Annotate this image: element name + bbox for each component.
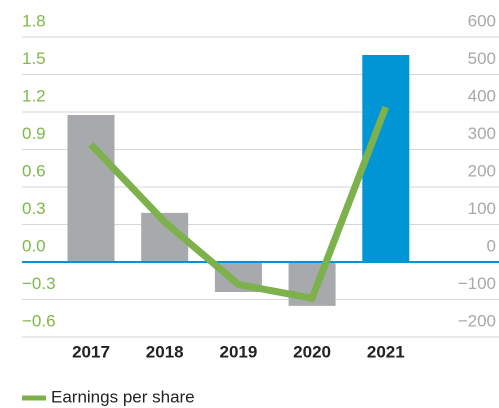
y2-tick-label: 500 [468,49,496,68]
line [88,105,390,302]
y2-tick-label: 600 [468,11,496,30]
y2-tick-label: 100 [468,199,496,218]
y2-tick-label: −100 [458,274,496,293]
y-tick-label: −0.6 [22,311,56,330]
y-tick-label: −0.3 [22,274,56,293]
x-tick-label: 2017 [72,342,110,361]
x-tick-label: 2018 [146,342,184,361]
legend-label: Earnings per share [51,387,195,406]
y-tick-label: 0.6 [22,161,46,180]
y2-tick-label: −200 [458,311,496,330]
y2-tick-label: 400 [468,86,496,105]
y2-tick-label: 0 [487,236,496,255]
y-tick-label: 0.9 [22,124,46,143]
x-tick-label: 2019 [219,342,257,361]
y-tick-label: 0.3 [22,199,46,218]
y-tick-label: 0.0 [22,236,46,255]
x-tick-label: 2021 [367,342,405,361]
y-tick-label: 1.8 [22,11,46,30]
y2-tick-label: 200 [468,161,496,180]
y2-tick-label: 300 [468,124,496,143]
y-tick-label: 1.2 [22,86,46,105]
bar [67,115,115,262]
y-tick-label: 1.5 [22,49,46,68]
x-tick-label: 2020 [293,342,331,361]
bar [362,55,410,262]
